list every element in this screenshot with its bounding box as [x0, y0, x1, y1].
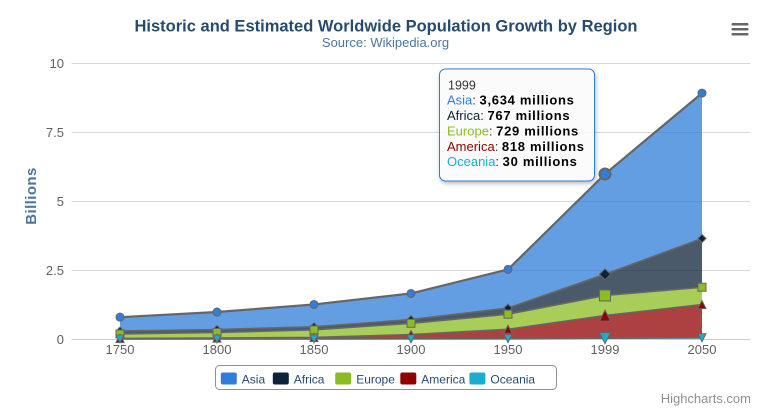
svg-text:Oceania: 30 millions: Oceania: 30 millions: [447, 154, 578, 169]
svg-text:Billions: Billions: [23, 167, 40, 224]
svg-text:5: 5: [57, 194, 64, 209]
svg-text:1999: 1999: [591, 342, 620, 357]
svg-text:Europe: Europe: [356, 373, 395, 387]
svg-text:10: 10: [50, 56, 64, 71]
svg-text:Asia: Asia: [242, 373, 266, 387]
svg-text:Source: Wikipedia.org: Source: Wikipedia.org: [322, 35, 449, 50]
svg-text:1950: 1950: [494, 342, 523, 357]
svg-text:1999: 1999: [448, 79, 476, 93]
svg-text:America: America: [421, 373, 465, 387]
svg-text:Highcharts.com: Highcharts.com: [661, 391, 751, 406]
svg-text:Europe: 729 millions: Europe: 729 millions: [447, 124, 579, 139]
svg-text:Africa: 767 millions: Africa: 767 millions: [447, 108, 570, 123]
svg-text:1850: 1850: [300, 342, 329, 357]
svg-text:2.5: 2.5: [46, 263, 64, 278]
svg-text:2050: 2050: [688, 342, 717, 357]
svg-text:Asia: 3,634 millions: Asia: 3,634 millions: [447, 93, 575, 108]
svg-text:Africa: Africa: [294, 373, 325, 387]
svg-text:Oceania: Oceania: [490, 373, 535, 387]
svg-text:1800: 1800: [203, 342, 232, 357]
svg-text:1900: 1900: [397, 342, 426, 357]
svg-text:America: 818 millions: America: 818 millions: [447, 139, 585, 154]
svg-text:7.5: 7.5: [46, 125, 64, 140]
svg-text:1750: 1750: [106, 342, 135, 357]
svg-text:Historic and Estimated Worldwi: Historic and Estimated Worldwide Populat…: [135, 18, 638, 36]
svg-text:0: 0: [57, 332, 64, 347]
